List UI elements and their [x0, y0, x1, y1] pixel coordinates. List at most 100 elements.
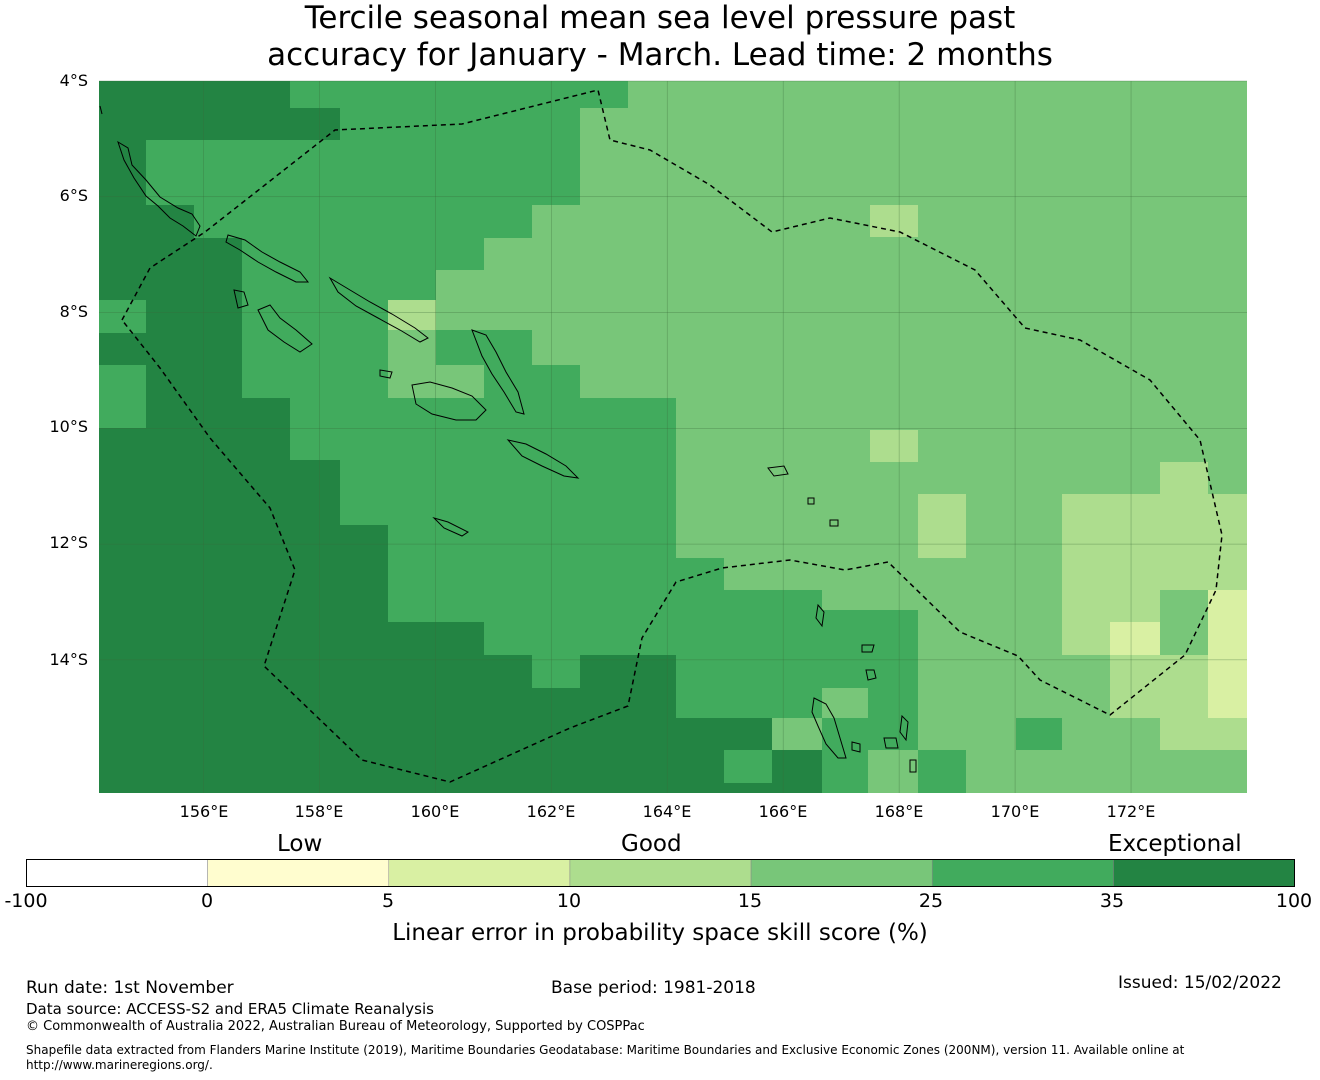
lat-label-12s: 12°S — [49, 533, 88, 552]
skill-cell — [388, 525, 676, 622]
colorbar-bin — [207, 859, 390, 887]
lat-label-8s: 8°S — [59, 302, 88, 321]
skill-cell — [918, 494, 966, 558]
tanna-island — [909, 759, 917, 773]
skill-cell — [1110, 655, 1208, 718]
colorbar-bin — [26, 859, 208, 887]
skill-cell — [340, 460, 676, 525]
choiseul-island — [225, 234, 310, 283]
coastlines — [99, 105, 917, 773]
lon-label-162e: 162°E — [526, 802, 576, 821]
colorbar-title: Linear error in probability space skill … — [392, 920, 928, 946]
russell-islands — [379, 369, 393, 379]
skill-cell — [484, 622, 676, 655]
colorbar-tick-35: 35 — [1099, 890, 1125, 912]
vanua-lava-island — [815, 603, 825, 628]
skill-cell — [388, 300, 436, 330]
colorbar-tick-15: 15 — [737, 890, 763, 912]
santa-isabel-island — [328, 276, 429, 343]
colorbar-label-low: Low — [277, 831, 323, 857]
colorbar-outline — [26, 859, 1295, 887]
colorbar-bin — [1113, 859, 1295, 887]
colorbar-tick-5: 5 — [381, 890, 395, 912]
erromango-island — [851, 741, 861, 753]
lon-label-164e: 164°E — [642, 802, 692, 821]
skill-cell — [918, 750, 966, 793]
rennell-island — [432, 516, 469, 537]
skill-cell — [1208, 590, 1247, 622]
issued-date: Issued: 15/02/2022 — [1118, 973, 1282, 993]
skill-cell — [532, 655, 580, 688]
skill-cell — [868, 718, 918, 750]
skill-cell — [290, 460, 340, 793]
gridlines — [99, 80, 1247, 793]
lon-label-160e: 160°E — [410, 802, 460, 821]
skill-cell — [340, 525, 388, 793]
ambae-island — [861, 644, 875, 653]
utupua-island — [829, 519, 839, 527]
skill-cell — [822, 610, 918, 688]
efate-island — [883, 737, 899, 749]
skill-cell — [1160, 462, 1208, 494]
shapefile-credit-line-1: Shapefile data extracted from Flanders M… — [26, 1043, 1185, 1057]
espiritu-santo-island — [811, 697, 847, 759]
vella-lavella-island — [233, 289, 249, 309]
colorbar-tick-25: 25 — [918, 890, 944, 912]
colorbar-bin — [569, 859, 752, 887]
skill-cell — [1160, 494, 1247, 590]
skill-cell — [242, 270, 436, 300]
pentecost-island — [899, 714, 909, 742]
colorbar-tick-minus100: -100 — [4, 890, 48, 912]
skill-cell — [772, 750, 822, 783]
title-line-1: Tercile seasonal mean sea level pressure… — [304, 0, 1016, 36]
skill-cell — [1160, 718, 1247, 750]
skill-cell — [242, 238, 484, 270]
skill-cell — [194, 205, 532, 238]
lat-label-14s: 14°S — [49, 650, 88, 669]
lon-label-166e: 166°E — [758, 802, 808, 821]
skill-grid — [99, 81, 1247, 793]
bougainville-island — [117, 140, 201, 237]
skill-cell — [1016, 718, 1062, 750]
skill-cell — [580, 655, 676, 793]
skill-cell — [868, 688, 918, 718]
skill-cell — [146, 140, 580, 205]
title-line-2: accuracy for January - March. Lead time:… — [267, 37, 1053, 73]
colorbar-tick-10: 10 — [556, 890, 582, 912]
malaita-island — [471, 329, 525, 415]
skill-cell — [676, 590, 822, 718]
lon-label-168e: 168°E — [874, 802, 924, 821]
skill-cell — [99, 300, 146, 333]
skill-cell — [870, 430, 918, 462]
colorbar-tick-100: 100 — [1275, 890, 1313, 912]
lat-label-10s: 10°S — [49, 417, 88, 436]
data-source: Data source: ACCESS-S2 and ERA5 Climate … — [26, 1000, 434, 1018]
skill-cell — [388, 622, 484, 793]
lon-label-156e: 156°E — [179, 802, 229, 821]
lon-label-170e: 170°E — [990, 802, 1040, 821]
colorbar — [26, 859, 1295, 887]
skill-cell — [580, 398, 628, 430]
colorbar-bin — [388, 859, 571, 887]
skill-cell — [99, 365, 146, 428]
colorbar-tick-0: 0 — [200, 890, 214, 912]
skill-cell — [870, 205, 918, 237]
colorbar-label-exceptional: Exceptional — [1108, 831, 1242, 857]
skill-cell — [484, 655, 532, 793]
run-date: Run date: 1st November — [26, 978, 234, 998]
lat-label-4s: 4°S — [59, 71, 88, 90]
colorbar-label-good: Good — [621, 831, 682, 857]
solomon-islands-eez — [121, 89, 1223, 783]
skill-cell — [484, 365, 580, 398]
base-period: Base period: 1981-2018 — [551, 978, 756, 998]
guadalcanal-island — [411, 381, 487, 421]
skill-cell — [724, 750, 772, 783]
colorbar-bins — [26, 859, 1295, 887]
skill-cell — [242, 300, 388, 398]
skill-cell — [1110, 622, 1160, 655]
reef-islands — [807, 497, 815, 505]
colorbar-bin — [750, 859, 933, 887]
shapefile-credit-line-2: http://www.marineregions.org/. — [26, 1058, 213, 1072]
skill-cell — [532, 688, 580, 793]
